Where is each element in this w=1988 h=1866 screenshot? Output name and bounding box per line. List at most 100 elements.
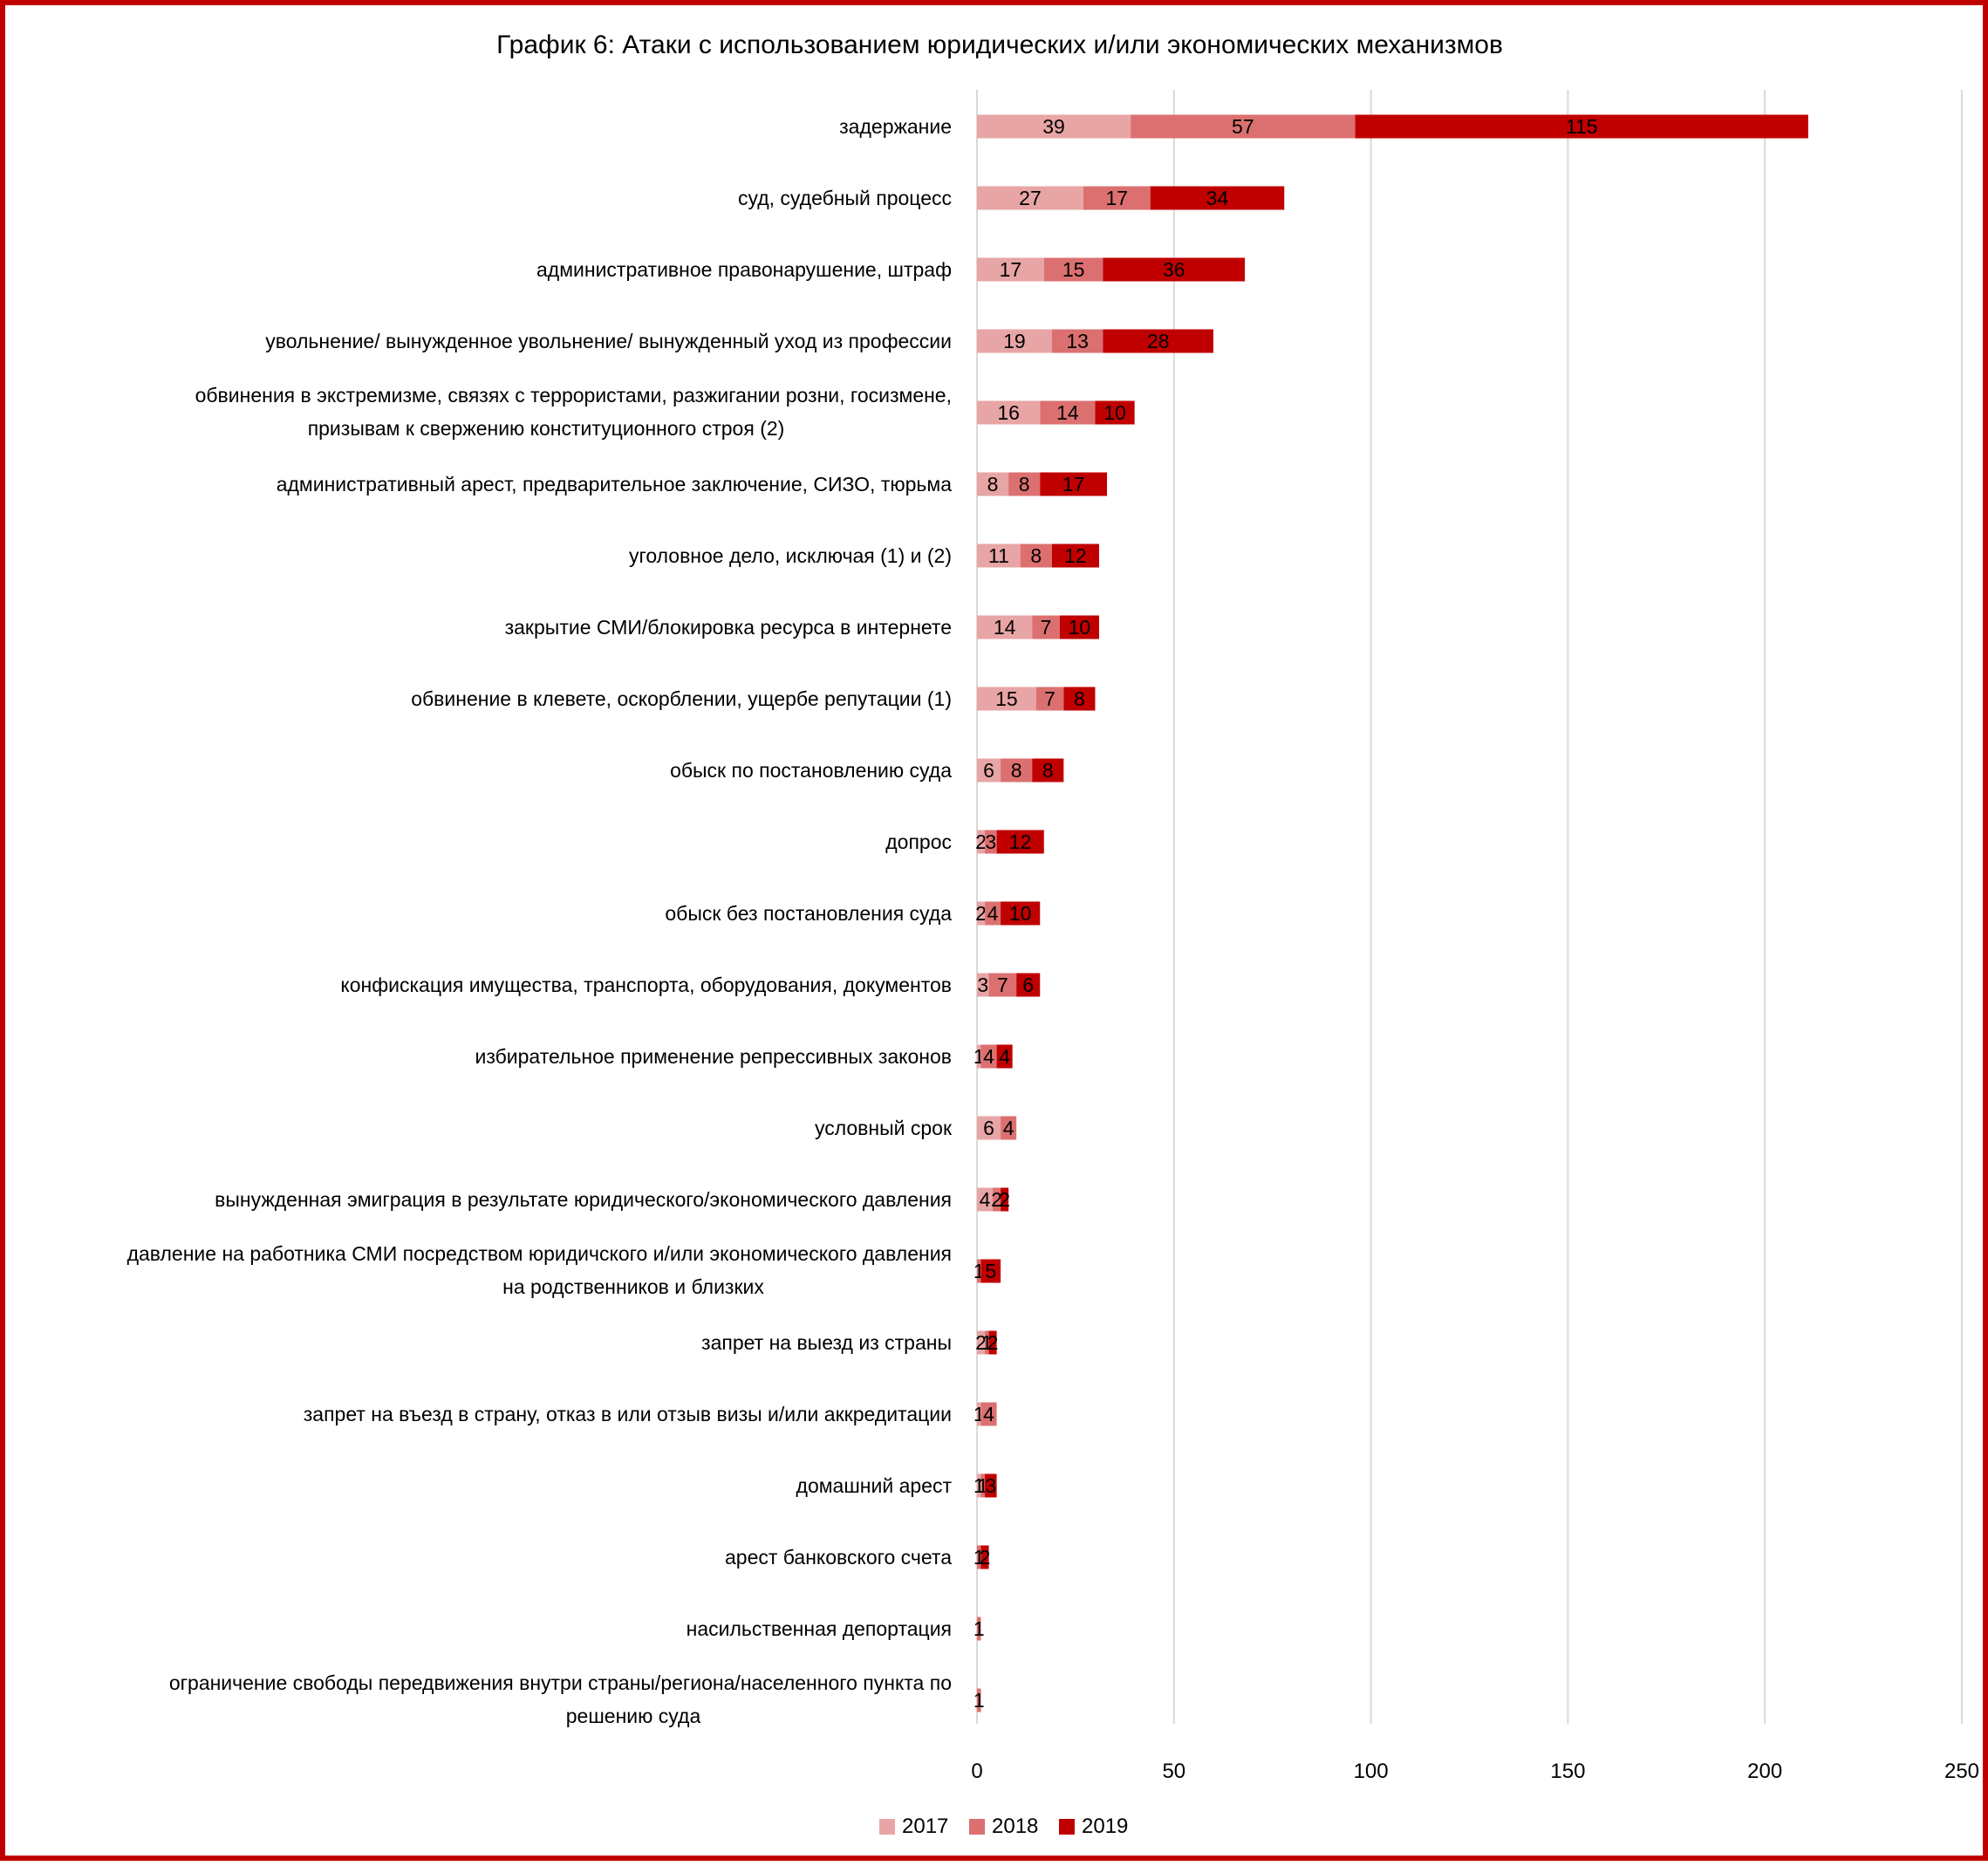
bar-segment-2019 <box>1001 901 1041 926</box>
category-label: арест банковского счета <box>725 1546 952 1569</box>
bar-segment-2019 <box>996 830 1044 854</box>
data-label: 8 <box>1074 687 1085 710</box>
category-label: на родственников и близких <box>502 1275 764 1298</box>
category-label: избирательное применение репрессивных за… <box>475 1045 952 1068</box>
bar-segment-2018 <box>977 1617 981 1641</box>
chart-svg: График 6: Атаки с использованием юридиче… <box>127 31 1979 1838</box>
bar-segment-2019 <box>1063 687 1096 711</box>
bar-segment-2017 <box>977 687 1036 711</box>
bar-segment-2017 <box>977 1116 1001 1140</box>
bar-segment-2018 <box>1043 257 1103 282</box>
data-label: 11 <box>988 544 1009 567</box>
bar-segment-2019 <box>996 1044 1013 1069</box>
data-label: 10 <box>1009 902 1032 925</box>
bar-segment-2018 <box>1032 615 1060 639</box>
category-label: обыск без постановления суда <box>665 902 952 925</box>
legend-swatch-2019 <box>1059 1819 1075 1835</box>
bar-segment-2018 <box>985 901 1001 926</box>
legend-label: 2017 <box>902 1815 948 1838</box>
data-label: 3 <box>977 974 988 996</box>
bar-segment-2018 <box>988 973 1017 997</box>
data-label: 4 <box>983 1403 994 1425</box>
bar-segment-2017 <box>977 186 1083 210</box>
category-label: обвинение в клевете, оскорблении, ущербе… <box>411 687 952 710</box>
bar-segment-2018 <box>1051 329 1103 353</box>
data-label: 4 <box>1003 1117 1014 1139</box>
data-label: 19 <box>1003 330 1026 352</box>
data-label: 39 <box>1042 115 1065 138</box>
data-label: 5 <box>985 1260 996 1282</box>
data-label: 6 <box>983 759 994 782</box>
data-label: 4 <box>983 1045 994 1068</box>
bar-segment-2018 <box>985 1330 989 1355</box>
category-label: условный срок <box>815 1117 953 1139</box>
data-label: 36 <box>1163 258 1185 281</box>
bar-segment-2019 <box>1001 1187 1009 1212</box>
bar-segment-2019 <box>1095 400 1135 425</box>
data-label: 13 <box>1066 330 1089 352</box>
data-label: 3 <box>985 1474 996 1497</box>
category-label: решению суда <box>566 1705 701 1727</box>
data-label: 34 <box>1206 187 1229 209</box>
data-label: 14 <box>1056 401 1079 424</box>
x-tick-label: 100 <box>1354 1760 1389 1783</box>
category-label: административное правонарушение, штраф <box>536 258 952 281</box>
data-label: 4 <box>987 902 999 925</box>
category-label: допрос <box>885 830 952 853</box>
bar-segment-2018 <box>1008 472 1041 496</box>
bar-segment-2017 <box>977 114 1131 139</box>
bar-segment-2018 <box>980 1044 997 1069</box>
bar-segment-2017 <box>977 400 1041 425</box>
x-tick-label: 250 <box>1944 1760 1979 1783</box>
bar-segment-2018 <box>980 1473 986 1498</box>
bar-segment-2019 <box>1051 543 1099 568</box>
x-tick-label: 50 <box>1162 1760 1185 1783</box>
data-label: 12 <box>1064 544 1087 567</box>
category-label: насильственная депортация <box>687 1617 952 1640</box>
chart-title: График 6: Атаки с использованием юридиче… <box>496 31 1503 59</box>
data-label: 8 <box>987 473 999 496</box>
data-label: 16 <box>997 401 1020 424</box>
bar-segment-2018 <box>1001 1116 1017 1140</box>
category-label: обыск по постановлению суда <box>670 759 952 782</box>
x-tick-label: 200 <box>1747 1760 1782 1783</box>
bar-segment-2019 <box>1355 114 1808 139</box>
bar-segment-2019 <box>988 1330 997 1355</box>
bar-segment-2017 <box>977 1187 994 1212</box>
bar-segment-2019 <box>1032 758 1064 783</box>
category-label: конфискация имущества, транспорта, обору… <box>340 974 952 996</box>
bar-segment-2018 <box>1020 543 1052 568</box>
bar-segment-2017 <box>977 830 986 854</box>
bar-segment-2019 <box>980 1259 1001 1283</box>
bar-segment-2019 <box>1150 186 1285 210</box>
bar-segment-2017 <box>977 543 1021 568</box>
category-label: увольнение/ вынужденное увольнение/ выну… <box>265 330 952 352</box>
category-label: запрет на выезд из страны <box>701 1331 952 1354</box>
data-label: 57 <box>1232 115 1254 138</box>
bar-segment-2019 <box>1040 472 1108 496</box>
category-label: суд, судебный процесс <box>738 187 952 209</box>
bar-segment-2017 <box>977 1402 981 1426</box>
category-label: давление на работника СМИ посредством юр… <box>127 1242 952 1265</box>
x-tick-label: 150 <box>1550 1760 1585 1783</box>
data-label: 10 <box>1069 616 1091 639</box>
category-label: запрет на въезд в страну, отказ в или от… <box>304 1403 952 1425</box>
bar-segment-2019 <box>980 1545 989 1569</box>
bar-segment-2018 <box>1040 400 1096 425</box>
category-label: призывам к свержению конституционного ст… <box>308 417 785 440</box>
bar-segment-2017 <box>977 1473 981 1498</box>
category-label: ограничение свободы передвижения внутри … <box>169 1671 952 1694</box>
data-label: 17 <box>1062 473 1085 496</box>
data-label: 8 <box>1019 473 1030 496</box>
category-label: домашний арест <box>796 1474 953 1497</box>
data-label: 8 <box>1030 544 1042 567</box>
bar-segment-2017 <box>977 472 1009 496</box>
bar-segment-2019 <box>985 1473 997 1498</box>
bar-segment-2018 <box>1001 758 1033 783</box>
bar-segment-2018 <box>980 1402 997 1426</box>
data-label: 6 <box>983 1117 994 1139</box>
bar-segment-2019 <box>1103 329 1213 353</box>
bar-segment-2018 <box>977 1688 981 1712</box>
bar-segment-2019 <box>1103 257 1246 282</box>
